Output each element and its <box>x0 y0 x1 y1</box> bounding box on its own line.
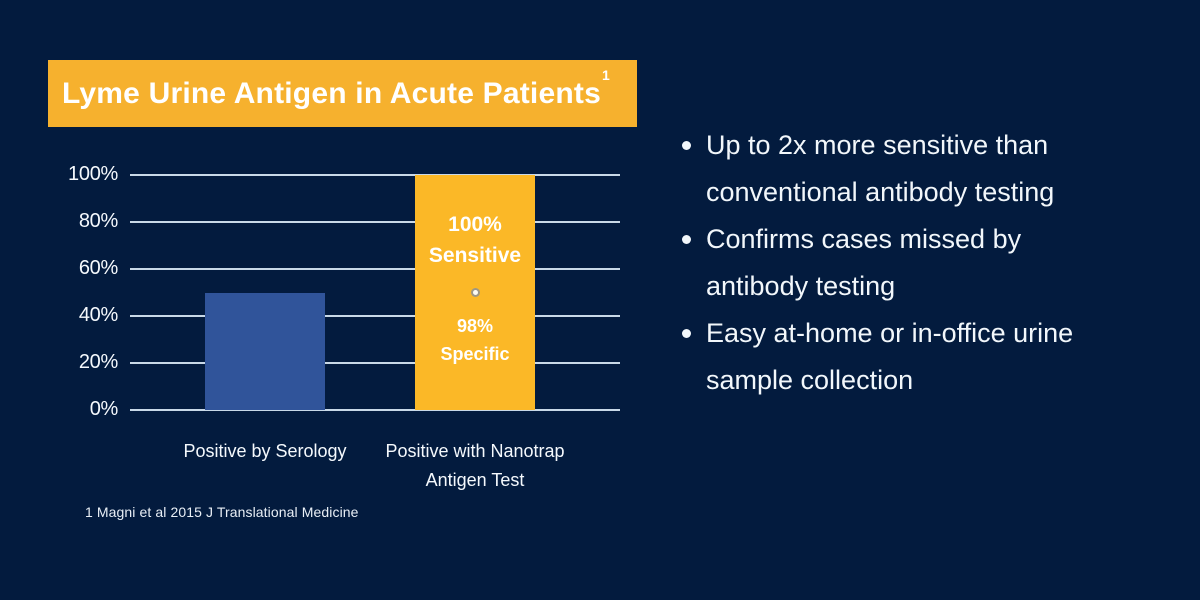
footnote: 1 Magni et al 2015 J Translational Medic… <box>85 504 359 520</box>
gridline <box>130 315 620 317</box>
y-axis-tick-label: 100% <box>68 163 118 186</box>
bar-positive-by-serology <box>205 292 325 410</box>
list-item-line: Easy at-home or in-office urine <box>706 318 1074 348</box>
title-superscript: 1 <box>601 66 610 83</box>
bar-positive-with-nanotrap: 100% Sensitive 98% Specific <box>415 175 535 410</box>
list-item-line: Confirms cases missed by <box>706 224 1022 254</box>
gridline <box>130 221 620 223</box>
separator-dot-icon <box>470 288 480 297</box>
y-axis-tick-label: 40% <box>78 304 118 327</box>
gridline <box>130 409 620 411</box>
annotation-specific-label: Specific <box>440 344 510 364</box>
annotation-sensitive-label: Sensitive <box>428 244 522 267</box>
list-item-line: antibody testing <box>706 271 896 301</box>
gridline <box>130 362 620 364</box>
y-axis: 0% 20% 40% 60% 80% 100% <box>0 163 118 420</box>
gridline <box>130 268 620 270</box>
plot-area: 100% Sensitive 98% Specific <box>130 174 620 411</box>
y-axis-tick-label: 60% <box>78 257 118 280</box>
list-item: Easy at-home or in-office urine sample co… <box>680 310 1160 404</box>
y-axis-tick-label: 80% <box>78 210 118 233</box>
bar-chart: 0% 20% 40% 60% 80% 100% 100% Sensitive 98% Sp… <box>0 0 660 540</box>
title-banner: Lyme Urine Antigen in Acute Patients1 <box>48 60 637 127</box>
list-item-line: sample collection <box>706 365 914 395</box>
x-axis-category-label: Positive by Serology <box>183 441 347 461</box>
bullet-dot-icon <box>682 235 691 244</box>
x-axis-category-label: Positive with Nanotrap Antigen Test <box>385 441 565 490</box>
bar-annotation: 100% Sensitive 98% Specific <box>415 175 535 368</box>
y-axis-tick-label: 20% <box>78 351 118 374</box>
bullet-dot-icon <box>682 329 691 338</box>
list-item: Up to 2x more sensitive than conventional… <box>680 122 1160 216</box>
bullet-dot-icon <box>682 141 691 150</box>
annotation-sensitive-value: 100% <box>448 213 502 236</box>
gridline <box>130 174 620 176</box>
y-axis-tick-label: 0% <box>89 398 119 421</box>
page-title-text: Lyme Urine Antigen in Acute Patients <box>62 76 601 110</box>
page-title: Lyme Urine Antigen in Acute Patients1 <box>62 67 610 111</box>
bullet-list: Up to 2x more sensitive than conventional… <box>680 122 1160 404</box>
list-item: Confirms cases missed by antibody testing <box>680 216 1160 310</box>
annotation-specific-value: 98% <box>456 316 494 336</box>
list-item-line: conventional antibody testing <box>706 177 1055 207</box>
list-item-line: Up to 2x more sensitive than <box>706 130 1049 160</box>
